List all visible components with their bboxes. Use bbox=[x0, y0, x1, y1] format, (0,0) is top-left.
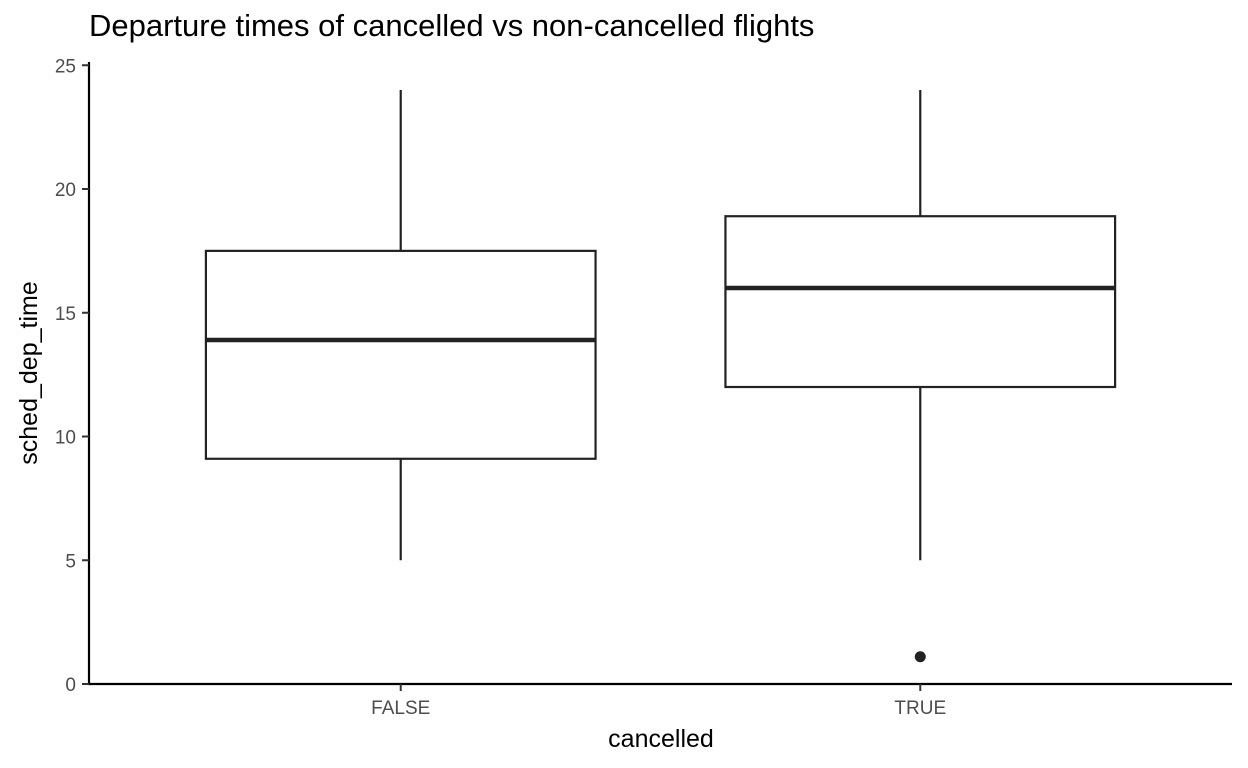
chart-title: Departure times of cancelled vs non-canc… bbox=[89, 8, 815, 43]
y-axis-title: sched_dep_time bbox=[15, 281, 43, 464]
y-tick-label: 15 bbox=[55, 304, 76, 325]
y-tick-label: 20 bbox=[55, 180, 76, 201]
boxplot-false bbox=[204, 90, 597, 561]
x-tick-label: TRUE bbox=[894, 698, 946, 719]
x-tick-label: FALSE bbox=[371, 698, 430, 719]
y-tick-label: 25 bbox=[55, 56, 76, 77]
iqr-box bbox=[724, 215, 1117, 389]
y-tick-label: 0 bbox=[65, 675, 76, 696]
y-axis-ticks: 0 5 10 15 20 25 bbox=[55, 56, 89, 696]
boxes-layer bbox=[204, 90, 1117, 663]
x-axis-title: cancelled bbox=[608, 725, 714, 753]
iqr-box bbox=[204, 249, 597, 460]
y-tick-label: 5 bbox=[65, 551, 76, 572]
x-axis-ticks: FALSE TRUE bbox=[371, 684, 946, 719]
y-tick-label: 10 bbox=[55, 428, 76, 449]
outlier-point bbox=[914, 651, 926, 663]
boxplot-true bbox=[724, 90, 1117, 663]
